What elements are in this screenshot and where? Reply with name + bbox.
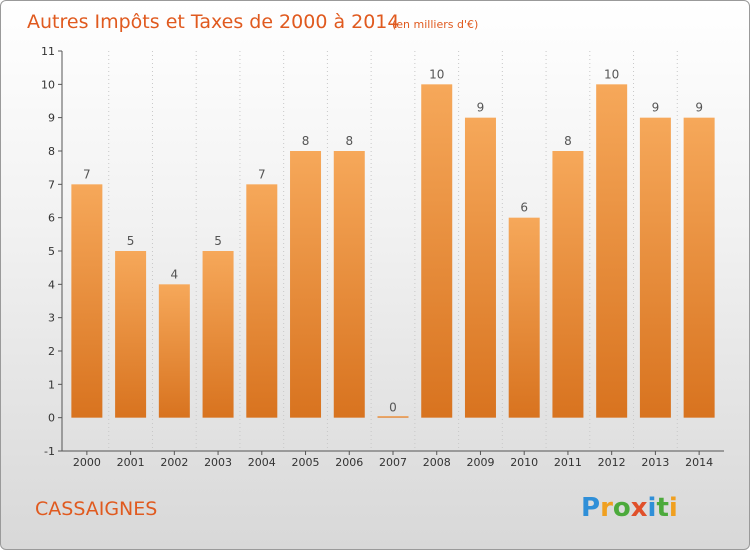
x-tick-label: 2014 [685,456,713,469]
y-tick-label: 10 [41,78,55,91]
x-tick-label: 2000 [73,456,101,469]
unit-note: (en milliers d'€) [392,18,478,31]
x-tick-label: 2002 [160,456,188,469]
bar-value-label: 8 [302,134,310,148]
x-tick-label: 2013 [641,456,669,469]
bar [115,251,147,418]
x-tick-label: 2010 [510,456,538,469]
bar [552,151,584,418]
bar [290,151,322,418]
bar-value-label: 5 [127,234,135,248]
proxiti-logo: Proxiti [581,493,678,523]
bar-value-label: 5 [214,234,222,248]
logo-text: Proxiti [581,493,678,523]
bar [508,217,540,418]
y-tick-label: 9 [48,112,55,125]
bar [464,117,496,418]
bar [377,416,409,418]
y-tick-label: 6 [48,212,55,225]
chart-title: Autres Impôts et Taxes de 2000 à 2014 [27,11,400,33]
bar-value-label: 10 [429,67,444,81]
bar-value-label: 8 [345,134,353,148]
bar [421,84,453,418]
value-labels: 7 5 4 5 7 8 8 0 10 9 6 8 10 9 9 [83,67,703,414]
bar [596,84,628,418]
x-tick-label: 2008 [423,456,451,469]
bar [333,151,365,418]
x-tick-label: 2007 [379,456,407,469]
y-tick-label: 8 [48,145,55,158]
y-tick-label: 1 [48,378,55,391]
bar [246,184,278,418]
x-tick-label: 2012 [598,456,626,469]
x-tick-label: 2004 [248,456,276,469]
y-tick-labels: -1 0 1 2 3 4 5 6 7 8 9 10 11 [41,45,55,458]
x-tick-label: 2011 [554,456,582,469]
bar-value-label: 10 [604,67,619,81]
bar-value-label: 9 [477,101,485,115]
x-tick-label: 2003 [204,456,232,469]
city-name: CASSAIGNES [35,498,157,520]
bar-value-label: 8 [564,134,572,148]
grid [108,51,678,451]
y-tick-label: 5 [48,245,55,258]
y-tick-label: 0 [48,412,55,425]
bar [158,284,190,418]
bar-value-label: 6 [520,201,528,215]
bar [71,184,103,418]
bar [639,117,671,418]
bar-value-label: 7 [258,167,266,181]
bar [683,117,715,418]
bar [202,251,234,418]
x-tick-label: 2005 [292,456,320,469]
bar-value-label: 7 [83,167,91,181]
x-tick-label: 2001 [117,456,145,469]
bar-value-label: 9 [652,101,660,115]
y-tick-label: 3 [48,312,55,325]
x-tick-label: 2006 [335,456,363,469]
axes [58,50,724,455]
y-tick-label: 4 [48,278,55,291]
bar-value-label: 4 [171,267,179,281]
bars [71,84,715,418]
y-tick-label: -1 [44,445,55,458]
y-tick-label: 7 [48,178,55,191]
x-tick-label: 2009 [466,456,494,469]
bar-value-label: 9 [695,101,703,115]
y-tick-label: 11 [41,45,55,58]
y-tick-label: 2 [48,345,55,358]
x-tick-labels: 2000 2001 2002 2003 2004 2005 2006 2007 2008 2009… [73,456,713,469]
bar-value-label: 0 [389,401,397,415]
